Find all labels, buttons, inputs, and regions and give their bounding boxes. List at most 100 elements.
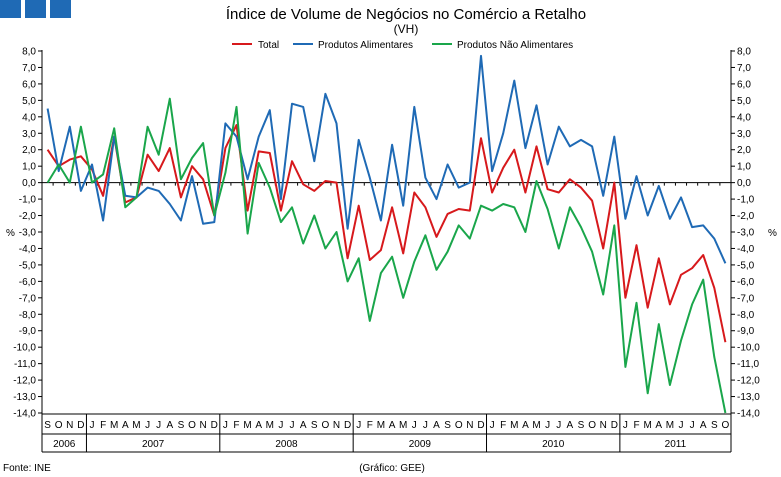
month-label: D	[611, 420, 618, 431]
month-label: J	[423, 420, 428, 431]
month-label: F	[633, 420, 639, 431]
credit-note: (Gráfico: GEE)	[359, 463, 425, 474]
y-tick-label-right: -7,0	[737, 293, 755, 304]
month-label: N	[333, 420, 340, 431]
month-label: A	[567, 420, 574, 431]
y-tick-label-right: -1,0	[737, 195, 755, 206]
y-tick-label-left: -1,0	[19, 195, 37, 206]
year-label: 2009	[409, 439, 432, 450]
y-tick-label-left: -7,0	[19, 293, 37, 304]
month-label: J	[690, 420, 695, 431]
axes	[41, 50, 732, 453]
month-label: J	[545, 420, 550, 431]
y-tick-label-left: -12,0	[13, 376, 36, 387]
month-label: J	[678, 420, 683, 431]
month-label: M	[510, 420, 518, 431]
year-label: 2006	[53, 439, 76, 450]
month-label: N	[600, 420, 607, 431]
y-tick-label-right: 8,0	[737, 47, 751, 58]
chart-subtitle: (VH)	[394, 22, 419, 36]
y-tick-label-right: -5,0	[737, 260, 755, 271]
y-tick-label-left: -6,0	[19, 277, 37, 288]
y-axis-label-left: %	[6, 228, 15, 239]
y-tick-label-left: 5,0	[22, 96, 36, 107]
month-label: A	[700, 420, 707, 431]
y-tick-label-left: 6,0	[22, 79, 36, 90]
y-tick-label-right: -11,0	[737, 359, 759, 370]
month-label: O	[722, 420, 730, 431]
y-tick-label-left: -3,0	[19, 228, 37, 239]
y-tick-label-right: 0,0	[737, 178, 751, 189]
y-tick-label-right: -3,0	[737, 228, 755, 239]
year-label: 2010	[542, 439, 565, 450]
y-tick-label-left: 7,0	[22, 63, 36, 74]
month-label: A	[166, 420, 173, 431]
series-lines	[46, 54, 727, 414]
y-tick-label-right: 2,0	[737, 145, 751, 156]
month-label: A	[655, 420, 662, 431]
month-label: A	[433, 420, 440, 431]
month-label: F	[500, 420, 506, 431]
month-label: M	[132, 420, 140, 431]
y-tick-label-left: -9,0	[19, 326, 37, 337]
month-label: A	[122, 420, 129, 431]
month-label: D	[344, 420, 351, 431]
month-label: N	[200, 420, 207, 431]
month-label: M	[532, 420, 540, 431]
y-tick-label-right: 3,0	[737, 129, 751, 140]
month-label: F	[233, 420, 239, 431]
month-label: F	[100, 420, 106, 431]
y-tick-label-left: 3,0	[22, 129, 36, 140]
publisher-logo	[0, 0, 72, 18]
legend-label: Produtos Alimentares	[318, 40, 413, 51]
month-label: M	[666, 420, 674, 431]
month-label: J	[490, 420, 495, 431]
y-tick-label-left: 8,0	[22, 47, 36, 58]
series-line-produtos-n-o-alimentares	[46, 97, 727, 414]
y-tick-label-right: -8,0	[737, 310, 755, 321]
legend-label: Produtos Não Alimentares	[457, 40, 573, 51]
chart-title: Índice de Volume de Negócios no Comércio…	[226, 6, 586, 23]
y-tick-label-left: -4,0	[19, 244, 37, 255]
y-tick-label-left: -13,0	[13, 392, 36, 403]
month-label: J	[145, 420, 150, 431]
month-label: S	[578, 420, 585, 431]
logo-block	[25, 0, 46, 18]
y-tick-label-right: -12,0	[737, 376, 760, 387]
month-label: M	[110, 420, 118, 431]
y-tick-label-right: -13,0	[737, 392, 760, 403]
y-tick-label-left: -2,0	[19, 211, 37, 222]
source-note: Fonte: INE	[3, 463, 51, 474]
month-label: A	[522, 420, 529, 431]
y-tick-label-left: 2,0	[22, 145, 36, 156]
y-tick-label-right: -10,0	[737, 343, 760, 354]
y-tick-label-left: -5,0	[19, 260, 37, 271]
legend-label: Total	[258, 40, 279, 51]
month-label: O	[455, 420, 463, 431]
series-line-produtos-alimentares	[46, 54, 727, 264]
y-tick-label-left: -10,0	[13, 343, 36, 354]
y-tick-label-left: 1,0	[22, 162, 36, 173]
y-tick-label-right: 1,0	[737, 162, 751, 173]
month-label: A	[389, 420, 396, 431]
month-label: A	[255, 420, 262, 431]
month-label: S	[311, 420, 318, 431]
y-tick-label-left: -8,0	[19, 310, 37, 321]
y-tick-label-right: 7,0	[737, 63, 751, 74]
month-label: J	[290, 420, 295, 431]
logo-block	[50, 0, 71, 18]
month-label: D	[211, 420, 218, 431]
month-label: O	[55, 420, 63, 431]
year-label: 2008	[275, 439, 298, 450]
month-label: J	[278, 420, 283, 431]
month-label: J	[356, 420, 361, 431]
y-tick-label-right: -2,0	[737, 211, 755, 222]
month-label: D	[77, 420, 84, 431]
month-label: M	[266, 420, 274, 431]
month-label: N	[466, 420, 473, 431]
month-label: J	[623, 420, 628, 431]
month-label: O	[588, 420, 596, 431]
month-label: J	[156, 420, 161, 431]
